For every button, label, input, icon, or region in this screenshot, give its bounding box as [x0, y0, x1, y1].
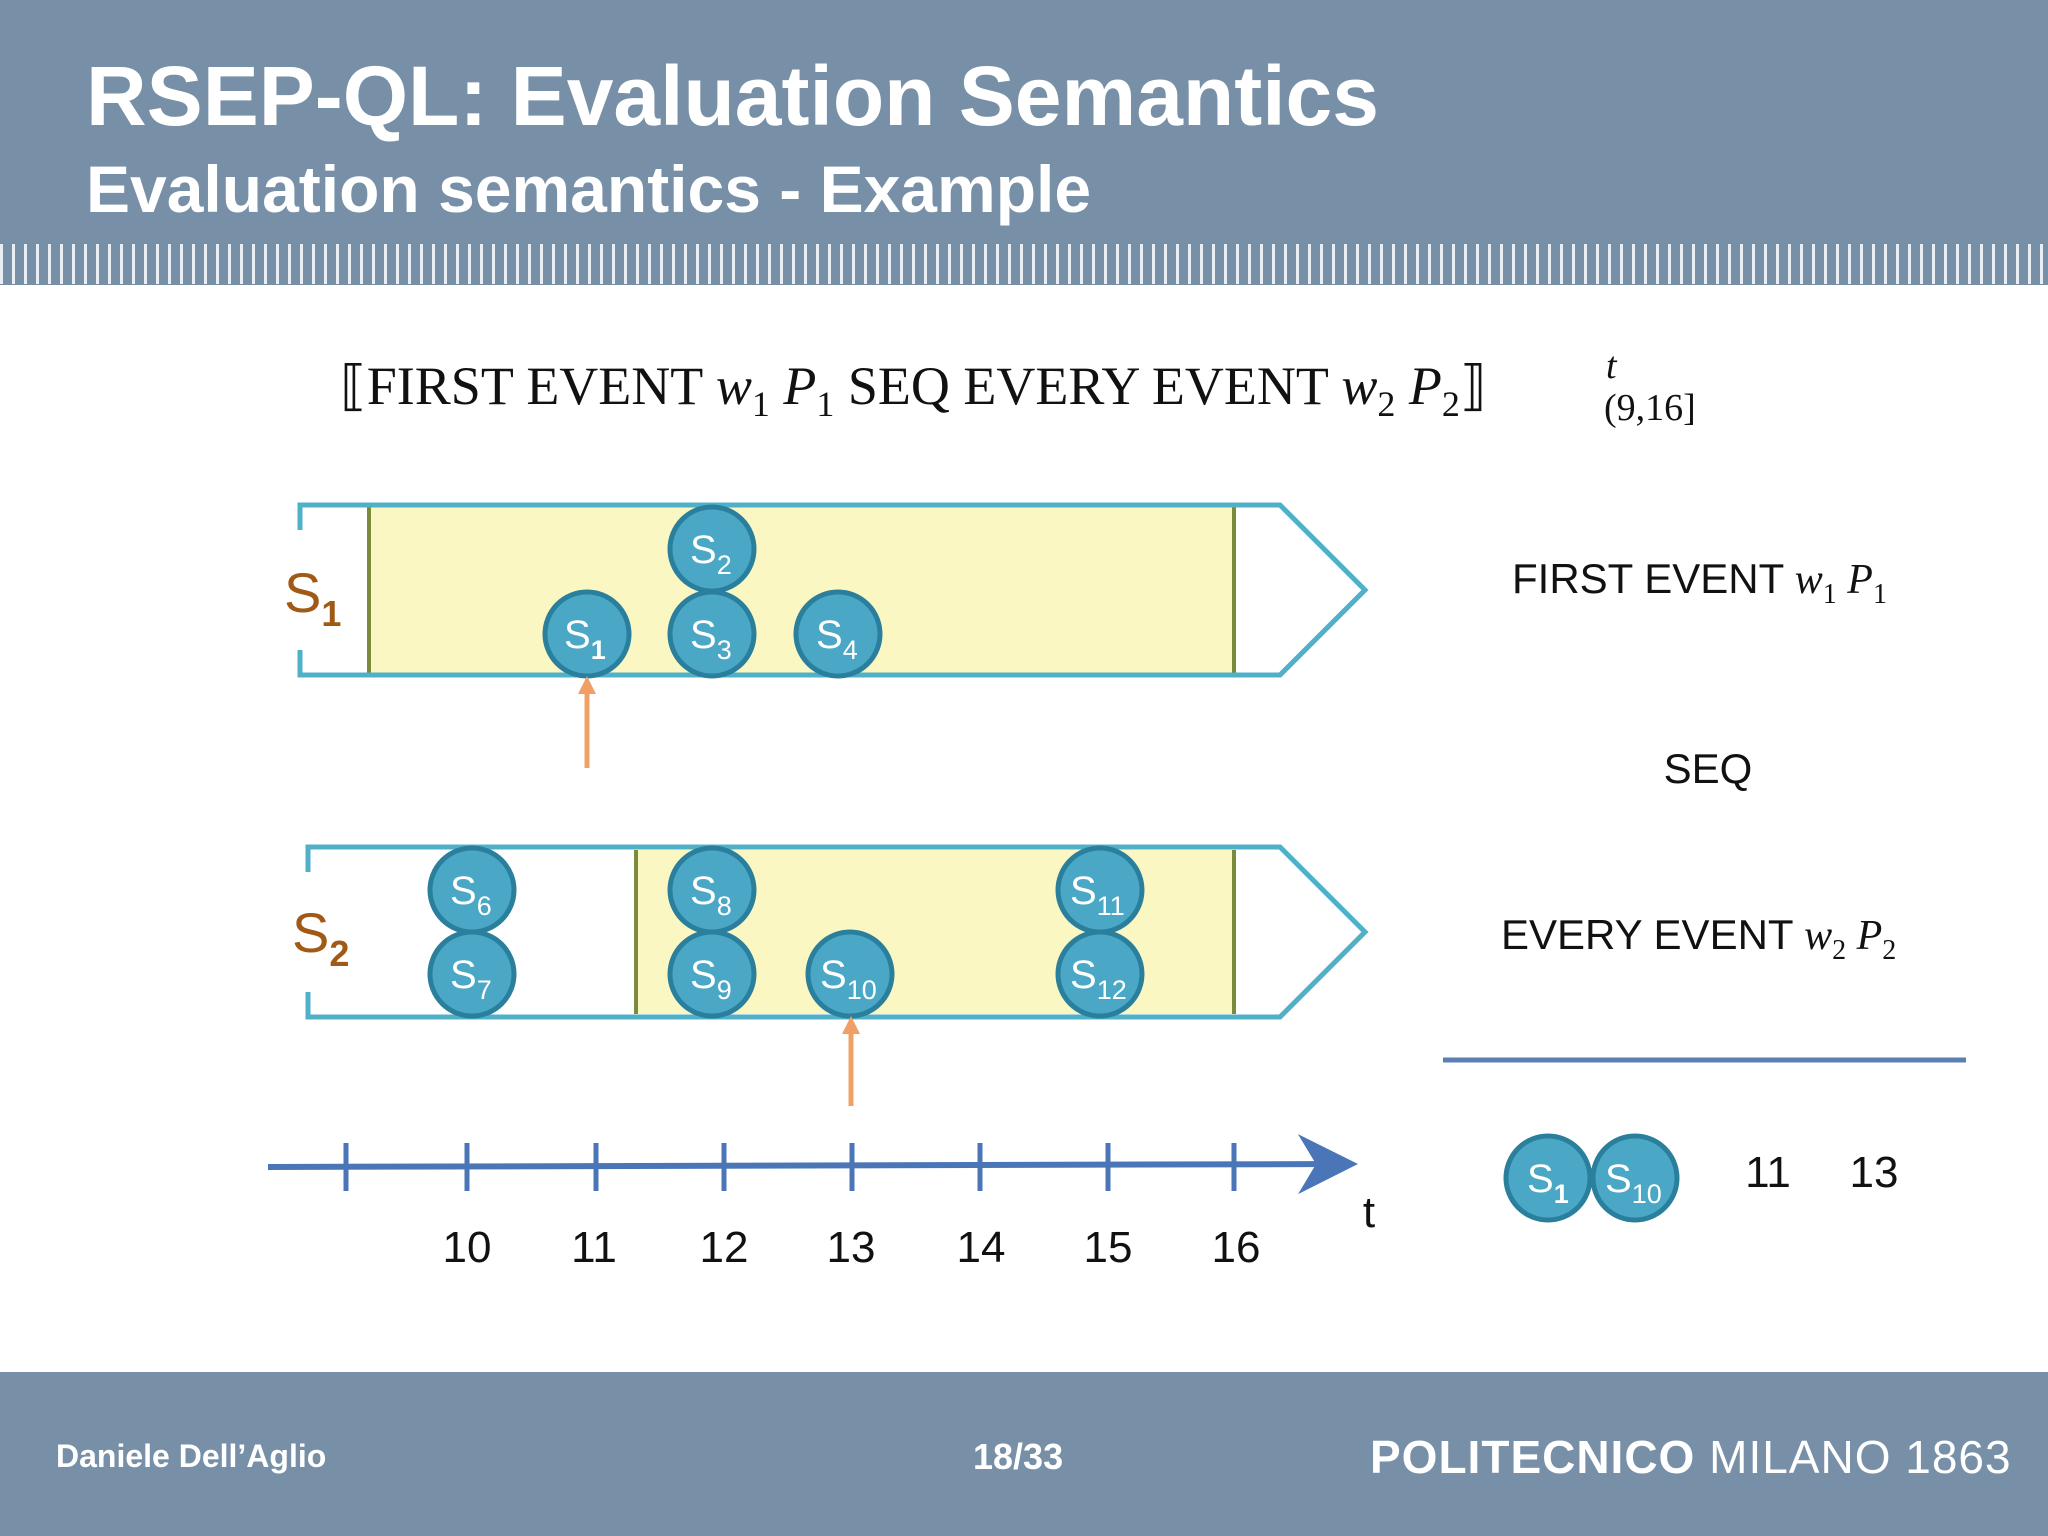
- footer-author: Daniele Dell’Aglio: [56, 1438, 327, 1474]
- formula-w2-sub: 2: [1377, 384, 1395, 424]
- result-time: 11: [1745, 1148, 1791, 1197]
- slide-title: RSEP-QL: Evaluation Semantics: [86, 49, 1379, 143]
- pointer-arrow-s1: [578, 676, 596, 768]
- svg-text:S2: S2: [690, 528, 732, 580]
- stream-s1-label: S1: [284, 561, 341, 634]
- stream-s1-outline: [297, 502, 1369, 678]
- axis-tick-label: 14: [957, 1223, 1006, 1272]
- event-s8: S8: [667, 845, 757, 935]
- right-first-event: FIRST EVENT w1 P1: [1512, 555, 1887, 610]
- logo-bold: POLITECNICO: [1370, 1431, 1696, 1483]
- header-bar: [0, 0, 2048, 285]
- footer-page-number: 18/33: [973, 1436, 1064, 1477]
- event-s3: S3: [667, 589, 757, 679]
- event-s10: S10: [805, 929, 895, 1019]
- svg-text:S8: S8: [690, 869, 732, 921]
- footer-logo: POLITECNICO MILANO 1863: [1370, 1430, 2012, 1484]
- right-seq: SEQ: [1664, 745, 1753, 792]
- event-s6: S6: [427, 845, 517, 935]
- svg-text:S12: S12: [1070, 953, 1127, 1005]
- formula: ⟦FIRST EVENT w1 P1 SEQ EVERY EVENT w2 P2…: [340, 356, 1487, 424]
- formula-every-event: EVERY EVENT: [963, 356, 1328, 416]
- formula-w1: w: [716, 356, 752, 416]
- formula-p1: P: [782, 356, 816, 416]
- formula-open-bracket: ⟦: [340, 356, 367, 416]
- event-s9: S9: [667, 929, 757, 1019]
- header-tick-strip: [0, 244, 2048, 284]
- formula-p1-sub: 1: [816, 384, 834, 424]
- stream-s2-outline: [305, 844, 1369, 1020]
- formula-seq: SEQ: [848, 356, 950, 416]
- stream-s2-label: S2: [292, 901, 349, 974]
- event-s4: S4: [793, 589, 883, 679]
- axis-tick-label: 12: [700, 1223, 749, 1272]
- formula-first-event: FIRST EVENT: [367, 356, 704, 416]
- event-s11: S11: [1055, 845, 1145, 935]
- axis-tick-label: 10: [443, 1223, 492, 1272]
- axis-label-t: t: [1363, 1188, 1375, 1237]
- svg-text:S1: S1: [1527, 1157, 1569, 1209]
- axis-tick-label: 11: [571, 1223, 617, 1272]
- svg-text:S6: S6: [450, 869, 492, 921]
- formula-interval: (9,16]: [1604, 387, 1696, 429]
- logo-rest: MILANO 1863: [1695, 1431, 2012, 1483]
- footer-bar: [0, 1372, 2048, 1536]
- event-s2: S2: [667, 504, 757, 594]
- axis-tick-label: 13: [827, 1223, 876, 1272]
- pointer-arrow-s10: [842, 1016, 860, 1106]
- svg-text:S7: S7: [450, 953, 492, 1005]
- event-s1: S1: [542, 589, 632, 679]
- svg-text:S3: S3: [690, 613, 732, 665]
- formula-p2: P: [1408, 356, 1442, 416]
- axis-tick-label: 16: [1212, 1223, 1261, 1272]
- result-time: 13: [1850, 1148, 1899, 1197]
- svg-text:S4: S4: [816, 613, 858, 665]
- result-event-s10: S10: [1590, 1133, 1680, 1223]
- svg-text:S11: S11: [1070, 869, 1125, 921]
- svg-text:S9: S9: [690, 953, 732, 1005]
- svg-text:S10: S10: [1605, 1157, 1662, 1209]
- formula-w2: w: [1341, 356, 1377, 416]
- time-axis: 10 11 12 13 14 15 16 t: [267, 1134, 1375, 1272]
- formula-p2-sub: 2: [1442, 384, 1460, 424]
- svg-text:S1: S1: [564, 613, 606, 665]
- slide-subtitle: Evaluation semantics - Example: [86, 152, 1092, 226]
- formula-superscript: t: [1606, 345, 1618, 387]
- axis-tick-label: 15: [1084, 1223, 1133, 1272]
- event-s7: S7: [427, 929, 517, 1019]
- svg-text:S10: S10: [820, 953, 877, 1005]
- formula-close-bracket: ⟧: [1460, 356, 1487, 416]
- formula-w1-sub: 1: [752, 384, 770, 424]
- time-axis-line: [267, 1134, 1358, 1195]
- right-every-event: EVERY EVENT w2 P2: [1501, 911, 1896, 966]
- event-s12: S12: [1055, 929, 1145, 1019]
- result-event-s1: S1: [1503, 1133, 1593, 1223]
